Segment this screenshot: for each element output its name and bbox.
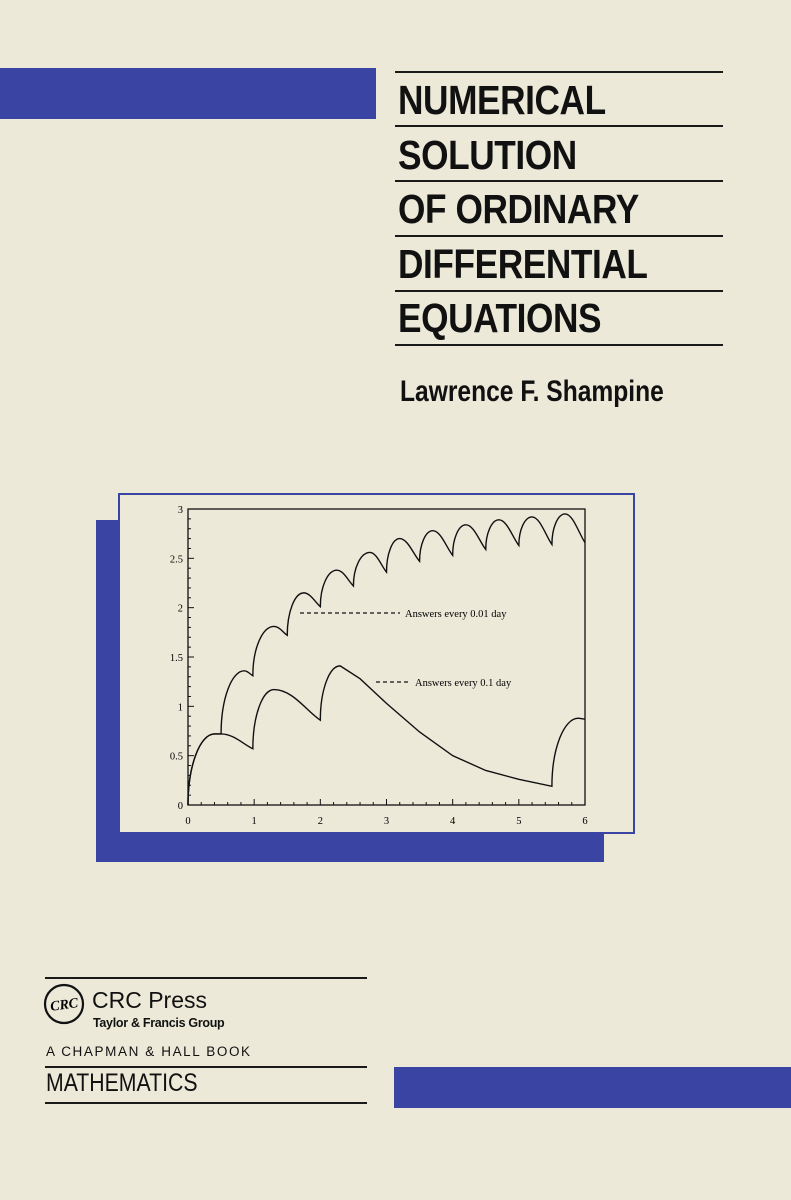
author-name: Lawrence F. Shampine bbox=[400, 375, 664, 408]
x-tick-label: 2 bbox=[318, 816, 323, 827]
y-tick-label: 3 bbox=[178, 505, 183, 516]
y-tick-label: 0.5 bbox=[170, 752, 183, 763]
y-tick-label: 1.5 bbox=[170, 653, 183, 664]
chart-curves bbox=[187, 513, 586, 806]
publisher-rule bbox=[45, 977, 367, 979]
legend-0.01: Answers every 0.01 day bbox=[300, 609, 507, 620]
title-line-5: EQUATIONS bbox=[398, 295, 602, 341]
title-rule bbox=[395, 125, 723, 127]
publisher-rule bbox=[45, 1102, 367, 1104]
imprint-label: A CHAPMAN & HALL BOOK bbox=[46, 1044, 252, 1059]
title-rule bbox=[395, 71, 723, 73]
x-tick-label: 0 bbox=[185, 816, 190, 827]
y-tick-label: 2.5 bbox=[170, 554, 183, 565]
title-rule bbox=[395, 180, 723, 182]
svg-text:CRC: CRC bbox=[49, 996, 79, 1015]
top-left-accent-bar bbox=[0, 68, 376, 119]
crc-logo: CRC bbox=[43, 983, 85, 1025]
title-rule bbox=[395, 290, 723, 292]
x-tick-label: 1 bbox=[252, 816, 257, 827]
title-line-4: DIFFERENTIAL bbox=[398, 241, 648, 287]
x-tick-label: 3 bbox=[384, 816, 389, 827]
publisher-name: CRC Press bbox=[92, 987, 208, 1013]
title-rule bbox=[395, 235, 723, 237]
y-tick-label: 1 bbox=[178, 702, 183, 713]
legend-label-0.1: Answers every 0.1 day bbox=[415, 678, 512, 689]
title-line-3: OF ORDINARY bbox=[398, 186, 639, 232]
subject-label: MATHEMATICS bbox=[46, 1069, 198, 1097]
plot-box bbox=[187, 508, 586, 806]
chart-axes: 0 0.5 1 1.5 2 2.5 3 0 1 2 3 4 5 6 bbox=[170, 505, 588, 827]
publisher-group: Taylor & Francis Group bbox=[93, 1016, 225, 1030]
chart-frame: 0 0.5 1 1.5 2 2.5 3 0 1 2 3 4 5 6 Answers every 0.01 … bbox=[118, 493, 635, 834]
bottom-right-accent-bar bbox=[394, 1067, 791, 1108]
x-tick-label: 6 bbox=[582, 816, 587, 827]
series-line-0 bbox=[187, 513, 586, 806]
title-line-1: NUMERICAL bbox=[398, 77, 606, 123]
legend-label-0.01: Answers every 0.01 day bbox=[405, 609, 507, 620]
solution-chart: 0 0.5 1 1.5 2 2.5 3 0 1 2 3 4 5 6 Answers every 0.01 … bbox=[170, 505, 588, 827]
title-rule bbox=[395, 344, 723, 346]
y-tick-label: 0 bbox=[178, 801, 183, 812]
series-line-1 bbox=[187, 665, 586, 806]
legend-0.1: Answers every 0.1 day bbox=[376, 678, 512, 689]
publisher-rule bbox=[45, 1066, 367, 1068]
y-tick-label: 2 bbox=[178, 604, 183, 615]
x-tick-label: 5 bbox=[516, 816, 521, 827]
title-line-2: SOLUTION bbox=[398, 132, 577, 178]
x-tick-label: 4 bbox=[450, 816, 456, 827]
